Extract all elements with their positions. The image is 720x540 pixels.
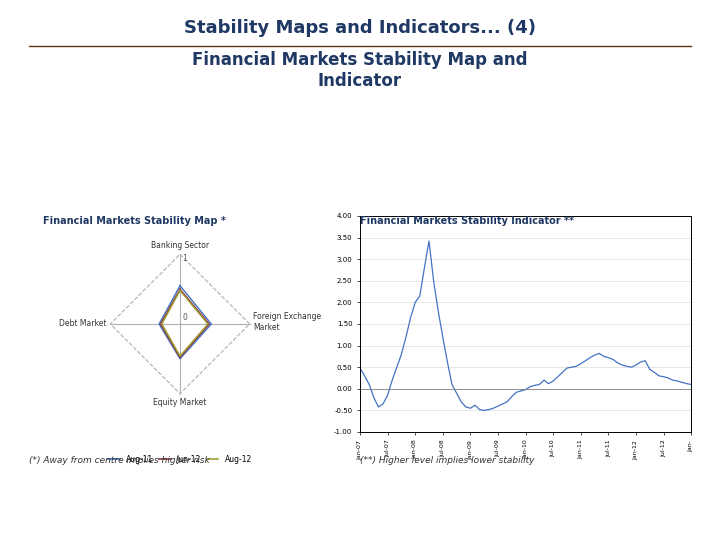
Text: Financial Markets Stability Map *: Financial Markets Stability Map *: [43, 216, 226, 226]
Text: 0: 0: [182, 313, 187, 322]
Text: Debt Market: Debt Market: [59, 320, 107, 328]
Text: 1: 1: [182, 254, 187, 264]
Text: (**) Higher level implies lower stability: (**) Higher level implies lower stabilit…: [360, 456, 534, 465]
Text: Stability Maps and Indicators... (4): Stability Maps and Indicators... (4): [184, 19, 536, 37]
Text: (*) Away from centre implies higher risk: (*) Away from centre implies higher risk: [29, 456, 210, 465]
Text: Financial Markets Stability Map and
Indicator: Financial Markets Stability Map and Indi…: [192, 51, 528, 90]
Text: Financial Markets Stability Indicator **: Financial Markets Stability Indicator **: [360, 216, 574, 226]
Text: Equity Market: Equity Market: [153, 398, 207, 407]
Text: Foreign Exchange
Market: Foreign Exchange Market: [253, 312, 321, 332]
Legend: Aug-11, Jun-12, Aug-12: Aug-11, Jun-12, Aug-12: [105, 452, 255, 467]
Text: Banking Sector: Banking Sector: [151, 241, 209, 250]
